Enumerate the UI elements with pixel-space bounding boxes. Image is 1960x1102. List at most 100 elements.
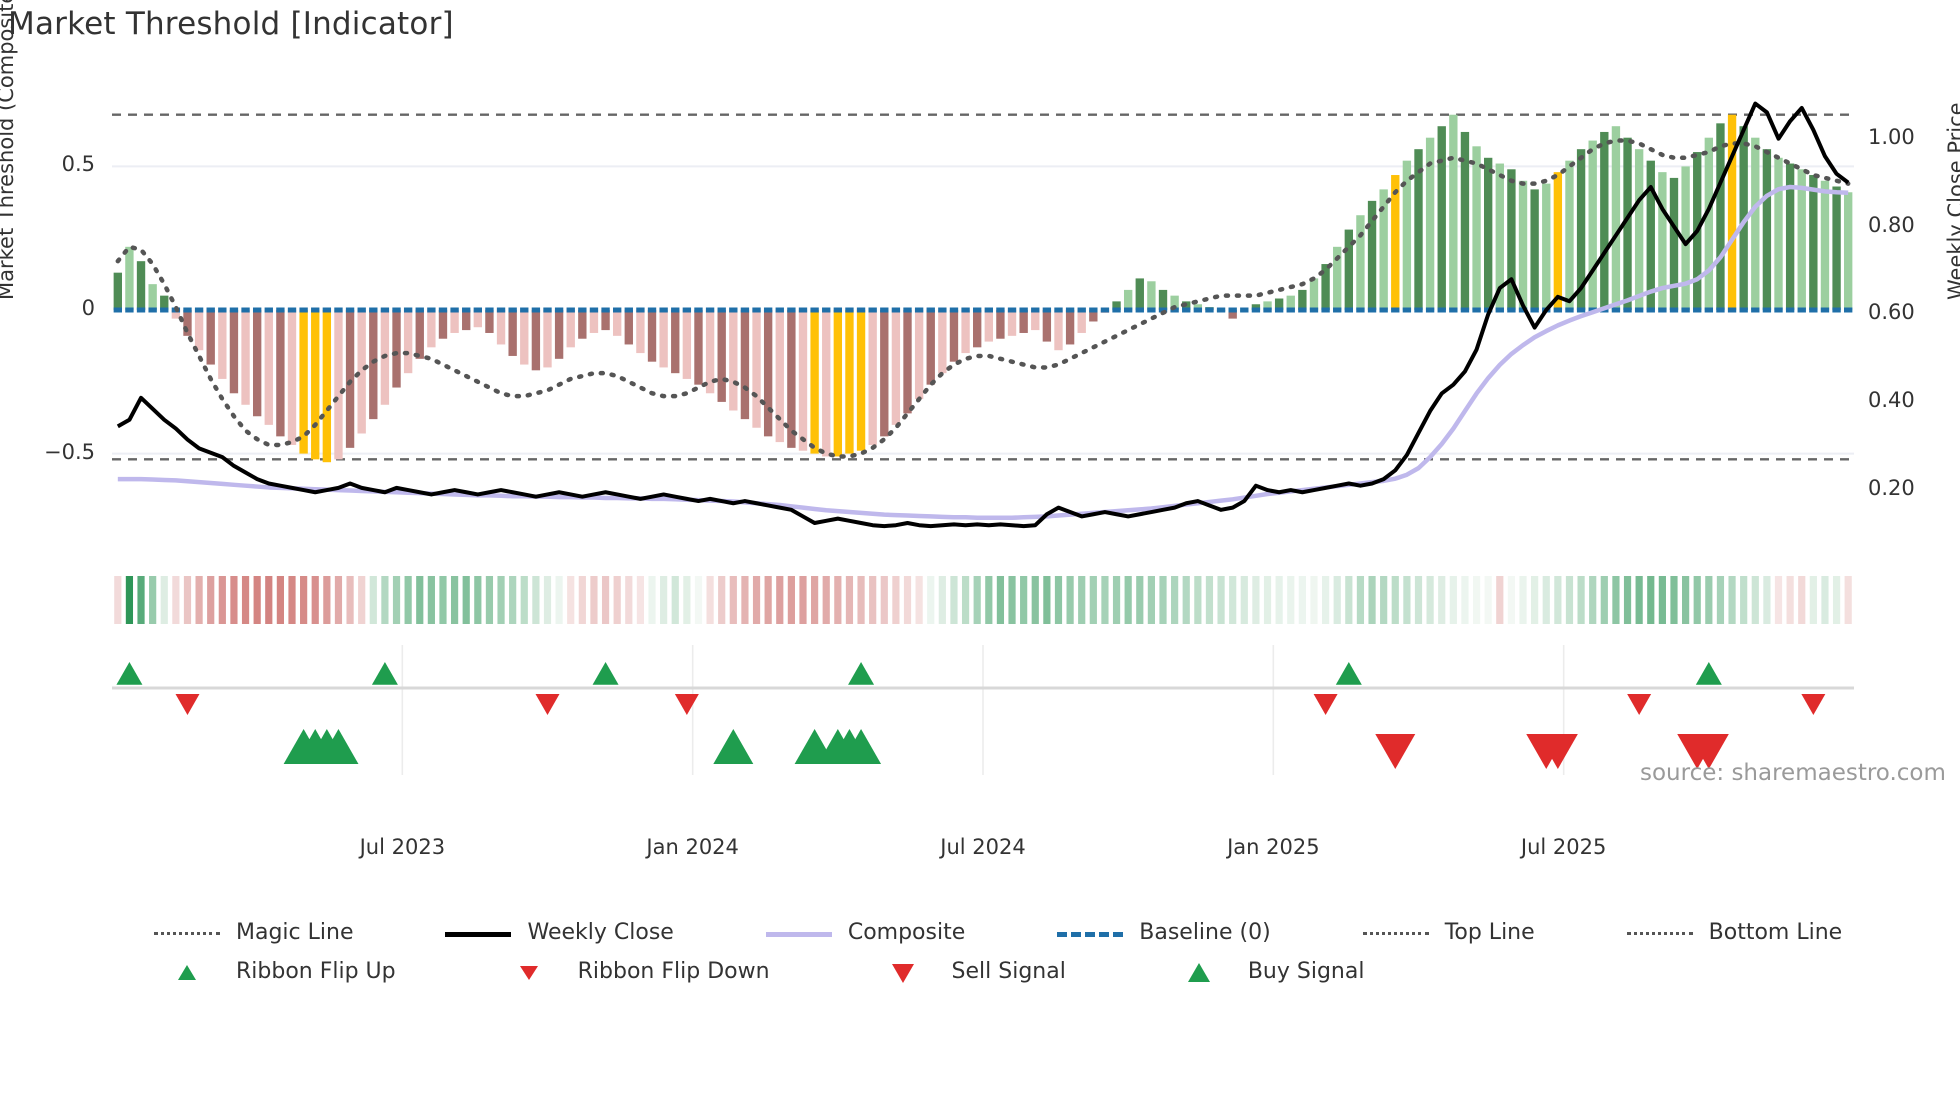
bar xyxy=(810,310,819,454)
ribbon-cell xyxy=(509,576,517,624)
legend-signal-item-3[interactable]: Buy Signal xyxy=(1162,959,1364,984)
bar xyxy=(1309,278,1319,310)
baseline-cap xyxy=(1565,307,1574,313)
ribbon-cell xyxy=(1612,576,1620,624)
baseline-cap xyxy=(1425,307,1435,313)
y-tick-left-2: −0.5 xyxy=(44,439,95,464)
ribbon-cell xyxy=(1426,576,1434,624)
bar xyxy=(1263,301,1272,310)
bar xyxy=(1379,189,1388,310)
bar xyxy=(334,310,343,460)
baseline-cap xyxy=(287,307,297,313)
ribbon-cell xyxy=(1391,576,1399,624)
baseline-cap xyxy=(450,307,459,313)
ribbon-cell xyxy=(950,576,958,624)
legend-item-1[interactable]: Weekly Close xyxy=(441,920,674,945)
ribbon-cell xyxy=(1751,576,1759,624)
bar xyxy=(1797,169,1806,310)
page-title: Market Threshold [Indicator] xyxy=(8,6,454,42)
bar xyxy=(299,310,308,454)
bar xyxy=(1681,166,1690,310)
bar xyxy=(717,310,726,402)
ribbon-cell xyxy=(1333,576,1341,624)
baseline-cap xyxy=(1356,307,1365,313)
bar xyxy=(183,310,192,336)
ribbon-cell xyxy=(869,576,877,624)
baseline-cap xyxy=(798,307,808,313)
baseline-cap xyxy=(694,307,703,313)
bar xyxy=(1565,160,1574,310)
ribbon-cell xyxy=(671,576,679,624)
bar xyxy=(1588,140,1597,310)
ribbon-cell xyxy=(1112,576,1121,624)
baseline-cap xyxy=(322,307,332,313)
ribbon-cell xyxy=(358,576,366,624)
baseline-cap xyxy=(241,307,250,313)
bar xyxy=(415,310,424,359)
bar xyxy=(624,310,633,345)
baseline-cap xyxy=(206,307,215,313)
legend-item-4[interactable]: Top Line xyxy=(1359,920,1535,945)
down-triangle-icon xyxy=(866,960,940,984)
baseline-cap xyxy=(1797,307,1806,313)
bar xyxy=(566,310,575,348)
ribbon-cell xyxy=(927,576,935,624)
ribbon-cell xyxy=(474,576,482,624)
dotted-line-icon xyxy=(1623,921,1697,945)
ribbon-flip-down-marker xyxy=(1627,694,1652,715)
ribbon-flip-down-marker xyxy=(175,694,200,715)
bar xyxy=(1623,137,1632,310)
baseline-cap xyxy=(357,307,366,313)
bar xyxy=(1774,157,1783,310)
ribbon-cell xyxy=(485,576,494,624)
ribbon-cell xyxy=(369,576,377,624)
legend-item-5[interactable]: Bottom Line xyxy=(1623,920,1843,945)
baseline-cap xyxy=(671,307,680,313)
ribbon-cell xyxy=(1809,576,1817,624)
y-tick-right-4: 0.20 xyxy=(1868,476,1915,501)
baseline-cap xyxy=(1054,307,1063,313)
legend-label: Bottom Line xyxy=(1708,920,1843,945)
baseline-cap xyxy=(682,307,692,313)
baseline-cap xyxy=(1437,307,1446,313)
ribbon-cell xyxy=(1519,576,1527,624)
ribbon-cell xyxy=(590,576,598,624)
baseline-cap xyxy=(1298,307,1307,313)
ribbon-flip-up-marker xyxy=(592,662,619,685)
baseline-cap xyxy=(717,307,726,313)
bar xyxy=(1321,264,1330,310)
legend-label: Composite xyxy=(847,920,966,945)
baseline-cap xyxy=(1774,307,1783,313)
legend-signal-item-1[interactable]: Ribbon Flip Down xyxy=(492,959,770,984)
bar xyxy=(705,310,715,394)
bar xyxy=(1437,126,1446,311)
bar xyxy=(787,310,796,448)
legend-signal-item-2[interactable]: Sell Signal xyxy=(866,959,1066,984)
bar xyxy=(729,310,738,411)
legend-item-3[interactable]: Baseline (0) xyxy=(1053,920,1271,945)
baseline-cap xyxy=(1553,307,1563,313)
legend-label: Weekly Close xyxy=(527,920,674,945)
baseline-cap xyxy=(868,307,877,313)
ribbon-cell xyxy=(1240,576,1248,624)
legend-item-2[interactable]: Composite xyxy=(762,920,965,945)
ribbon-cell xyxy=(811,576,819,624)
baseline-cap xyxy=(740,307,750,313)
baseline-cap xyxy=(136,307,146,313)
baseline-cap xyxy=(659,307,668,313)
legend-item-0[interactable]: Magic Line xyxy=(150,920,353,945)
bar xyxy=(1751,137,1760,310)
ribbon-cell xyxy=(1124,576,1132,624)
ribbon-cell xyxy=(1403,576,1411,624)
bar xyxy=(1472,146,1481,310)
y-axis-label-left: Market Threshold (Composite) xyxy=(0,0,18,300)
ribbon-cell xyxy=(1089,576,1097,624)
legend-label: Top Line xyxy=(1444,920,1535,945)
x-tick-2: Jul 2024 xyxy=(940,835,1026,859)
ribbon-cell xyxy=(1380,576,1388,624)
bar xyxy=(891,310,901,425)
baseline-cap xyxy=(984,307,993,313)
legend-signal-item-0[interactable]: Ribbon Flip Up xyxy=(150,959,396,984)
chart-canvas xyxy=(112,101,1854,529)
bar xyxy=(1507,169,1516,310)
